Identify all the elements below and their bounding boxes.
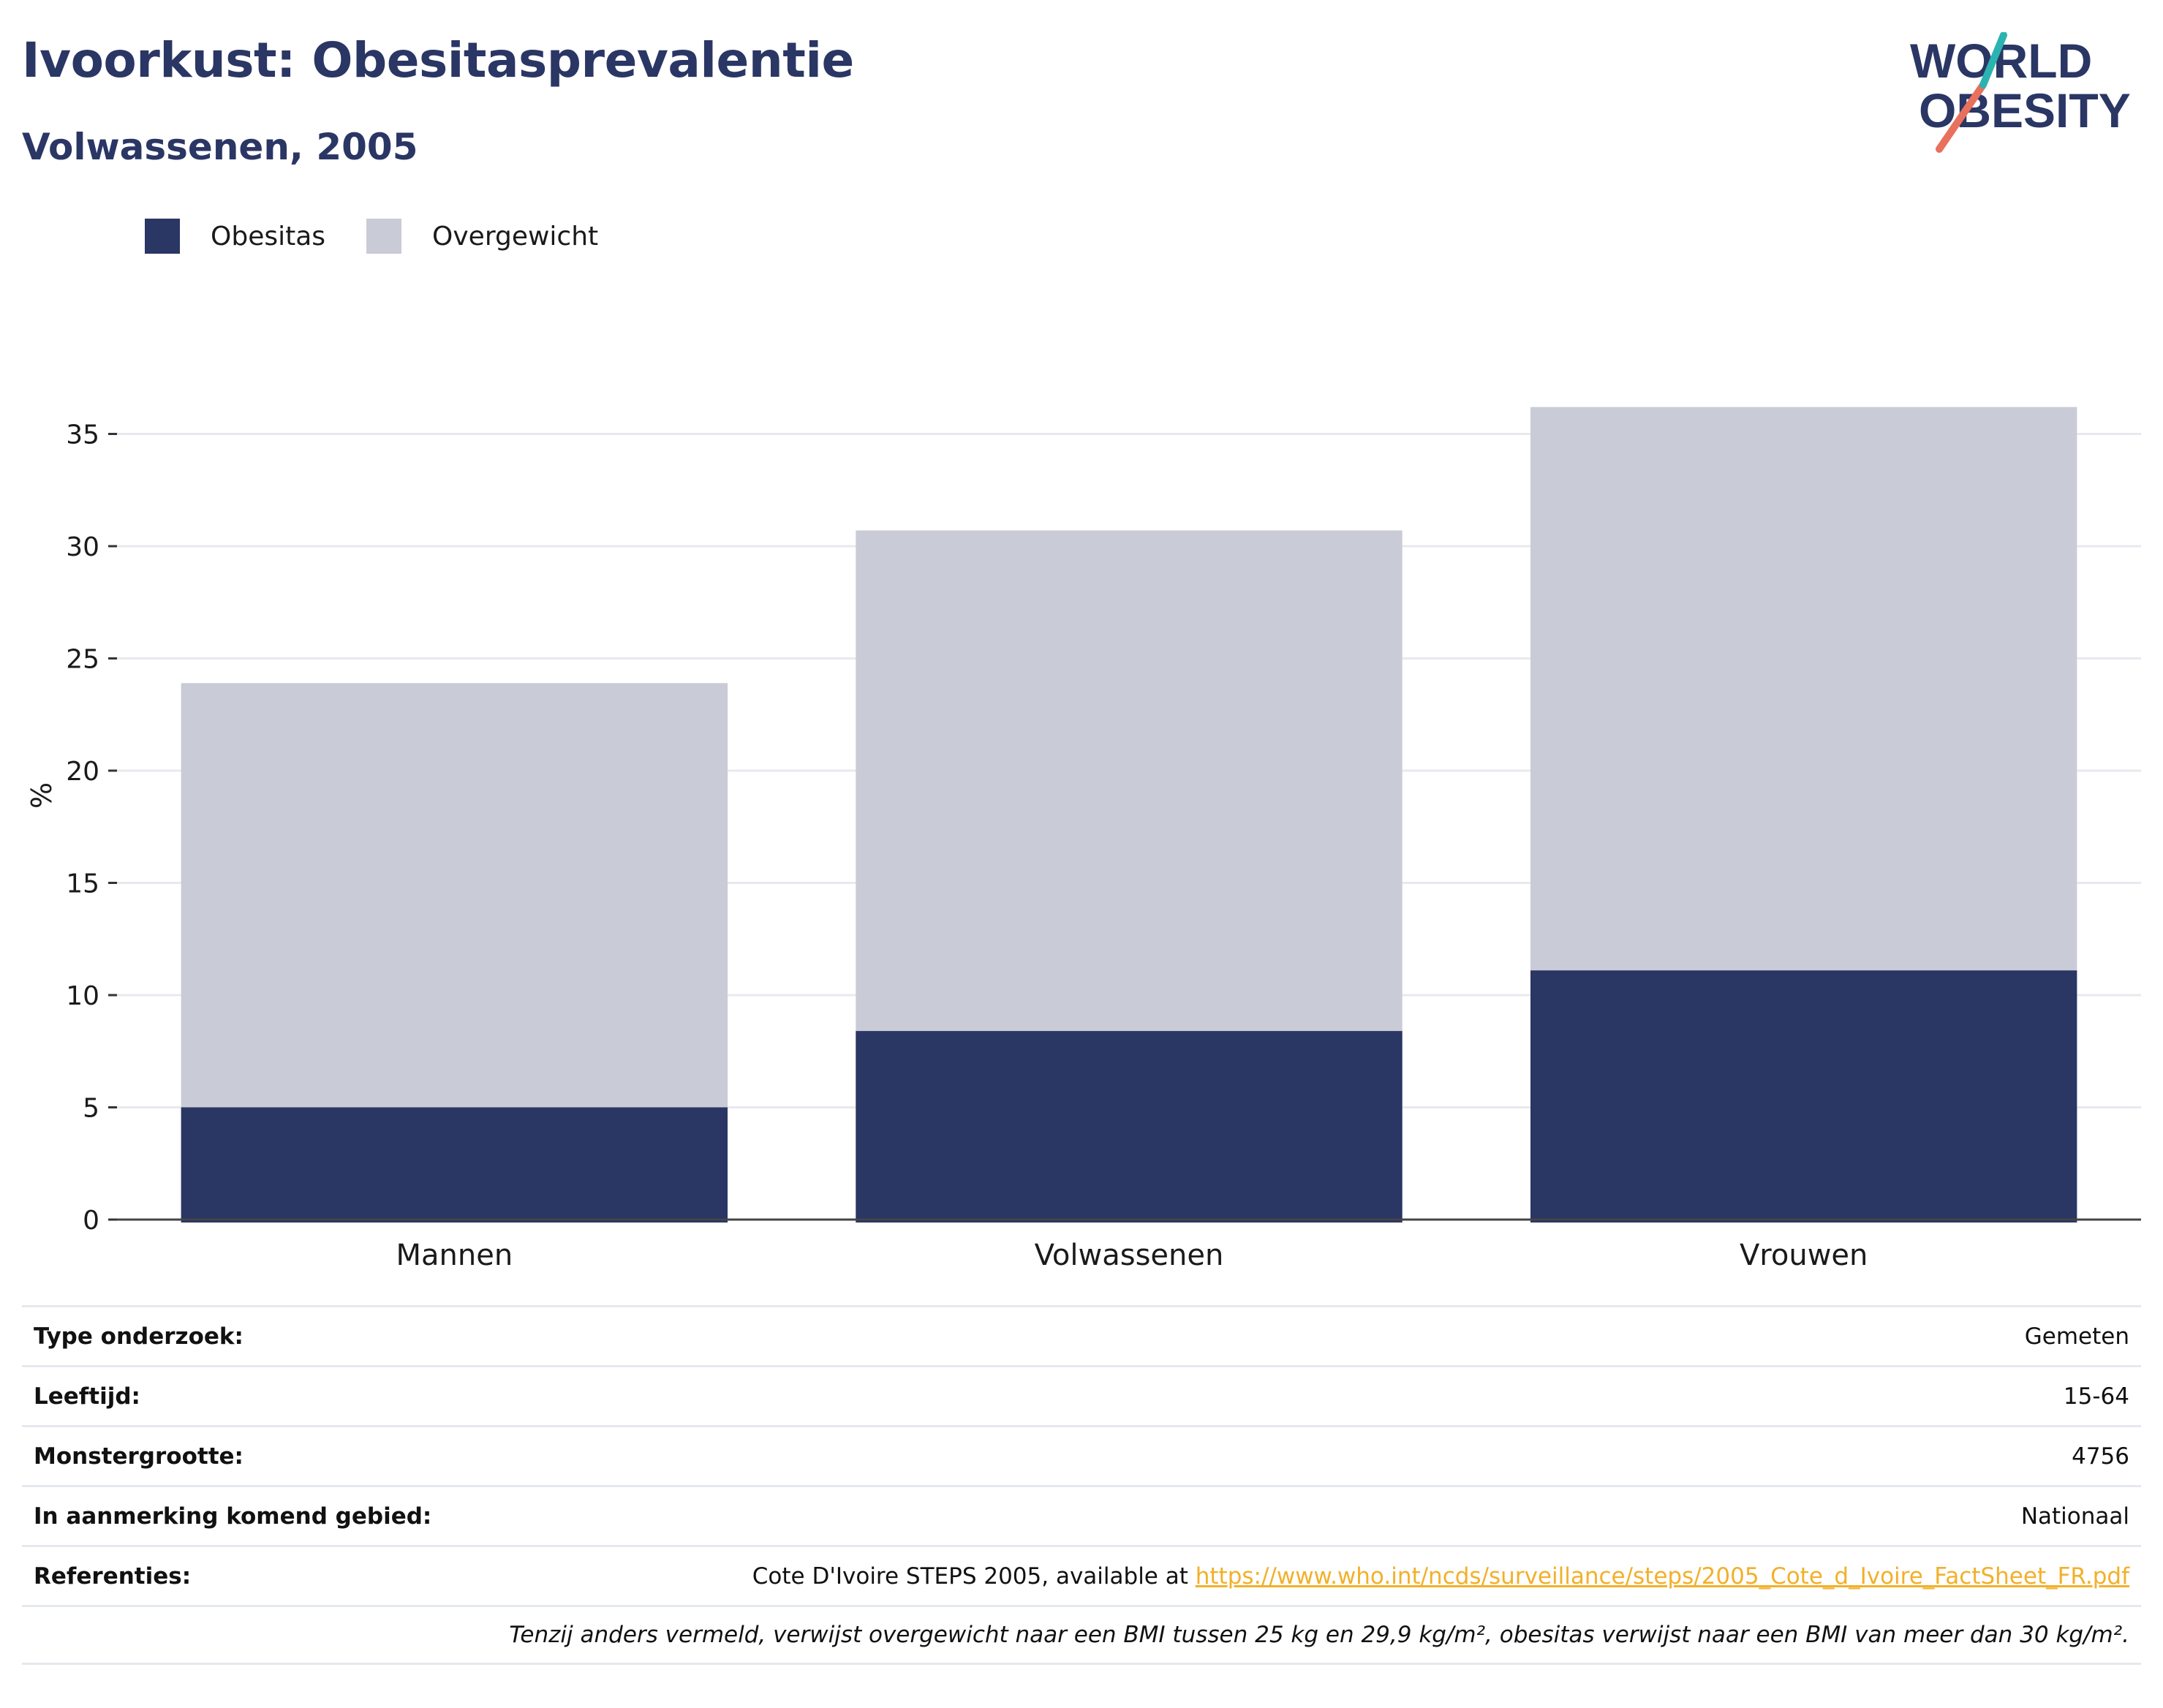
y-tick-label: 0 [83,1206,99,1236]
info-value: Nationaal [2020,1503,2129,1530]
info-row-age: Leeftijd: 15-64 [22,1365,2141,1425]
references-text: Cote D'Ivoire STEPS 2005, available at [752,1562,1196,1590]
x-tick-label: Mannen [396,1239,513,1272]
bar-obesitas-vrouwen[interactable] [1530,970,2077,1223]
legend-item-overgewicht[interactable]: Overgewicht [366,219,598,254]
x-axis-ticks: Mannen Volwassenen Vrouwen [117,1218,2141,1272]
y-tick-label: 15 [66,869,99,899]
page-title: Ivoorkust: Obesitasprevalentie [22,32,854,88]
world-obesity-logo: WORLD OBESITY [1910,32,2131,153]
y-axis-label: % [26,782,58,809]
logo-slash-bottom [1936,81,1987,153]
y-tick-label: 25 [66,645,99,675]
info-label: In aanmerking komend gebied: [34,1503,432,1530]
x-tick-label: Volwassenen [1035,1239,1224,1272]
info-label: Type onderzoek: [34,1323,244,1350]
info-row-references: Referenties: Cote D'Ivoire STEPS 2005, a… [22,1545,2141,1605]
logo-slash-top [1979,32,2007,88]
y-tick-label: 30 [66,532,99,562]
info-label: Monstergrootte: [34,1443,244,1470]
info-label: Referenties: [34,1562,192,1590]
info-value: 15-64 [2063,1383,2129,1410]
info-label: Leeftijd: [34,1383,140,1410]
bar-obesitas-volwassenen[interactable] [856,1031,1403,1223]
definition-note: Tenzij anders vermeld, verwijst overgewi… [509,1622,2129,1648]
info-table: Type onderzoek: Gemeten Leeftijd: 15-64 … [22,1305,2141,1665]
legend-swatch-overgewicht [366,219,402,254]
info-value: 4756 [2072,1443,2129,1470]
y-tick-label: 10 [66,981,99,1011]
info-row-type: Type onderzoek: Gemeten [22,1305,2141,1365]
info-row-sample: Monstergrootte: 4756 [22,1425,2141,1485]
legend-swatch-obesitas [145,219,180,254]
page-subtitle: Volwassenen, 2005 [22,126,418,168]
legend-label-overgewicht: Overgewicht [432,221,599,252]
x-tick-label: Vrouwen [1740,1239,1868,1272]
chart-bars [181,407,2077,1223]
info-row-note: Tenzij anders vermeld, verwijst overgewi… [22,1605,2141,1665]
y-axis-ticks: 0 5 10 15 20 25 30 35 [66,420,117,1236]
y-tick-label: 5 [83,1094,99,1124]
bar-obesitas-mannen[interactable] [181,1107,728,1223]
chart-legend: Obesitas Overgewicht [145,216,639,256]
y-tick-label: 35 [66,420,99,450]
legend-item-obesitas[interactable]: Obesitas [145,219,325,254]
legend-label-obesitas: Obesitas [211,221,326,252]
info-row-area: In aanmerking komend gebied: Nationaal [22,1485,2141,1545]
y-tick-label: 20 [66,757,99,787]
references-link[interactable]: https://www.who.int/ncds/surveillance/st… [1195,1562,2129,1590]
references-value: Cote D'Ivoire STEPS 2005, available at h… [752,1563,2129,1590]
info-value: Gemeten [2024,1323,2129,1350]
